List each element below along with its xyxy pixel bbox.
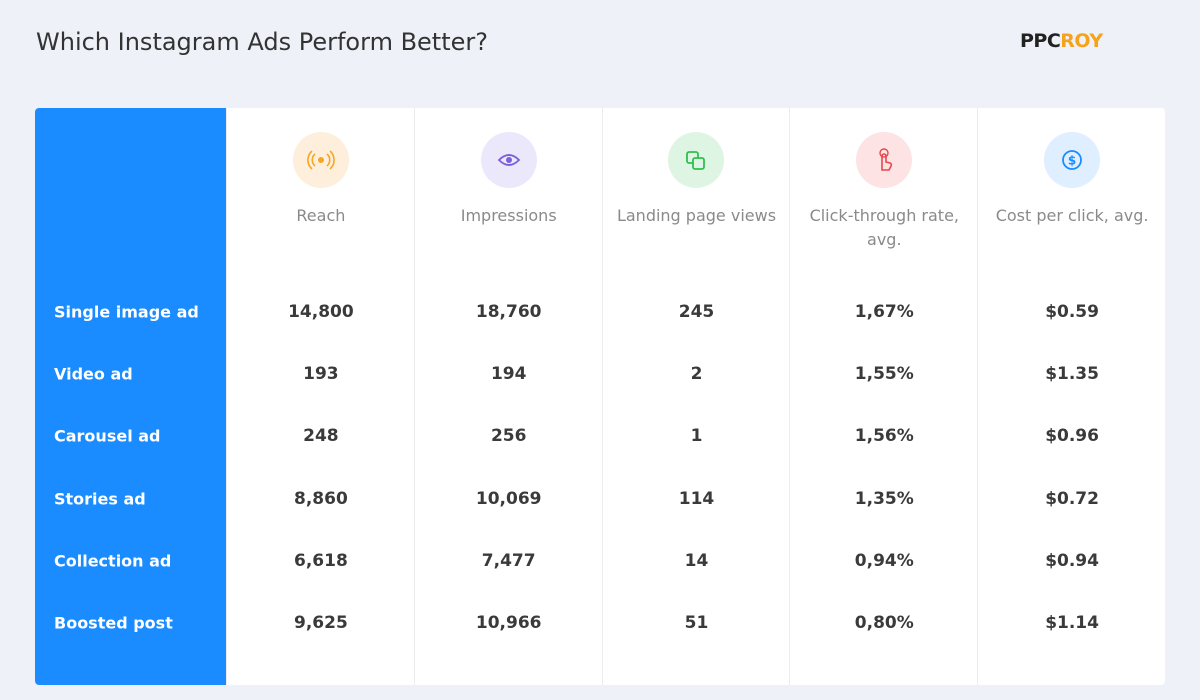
- row-label-column: Single image ad Video ad Carousel ad Storie…: [35, 108, 226, 685]
- table-column: Landing page views 245 2 1 114 14 51: [601, 108, 791, 685]
- column-icon: [292, 132, 349, 188]
- svg-text:$: $: [1068, 154, 1076, 168]
- table-cell: 1,35%: [854, 488, 914, 509]
- column-header: Impressions: [460, 206, 557, 225]
- row-label: Collection ad: [54, 551, 172, 571]
- table-cell: 0,94%: [854, 550, 914, 571]
- table-cell: 6,618: [294, 550, 348, 571]
- table-cell: 248: [303, 426, 339, 447]
- table-column: Impressions 18,760 194 256 10,069 7,477 10,966: [413, 108, 603, 685]
- column-icon: $: [1044, 132, 1101, 188]
- table-cell: 1,55%: [854, 364, 914, 385]
- row-label: Carousel ad: [54, 426, 161, 446]
- table-cell: 1,67%: [854, 302, 914, 322]
- table-cell: 10,966: [475, 613, 542, 633]
- column-icon: [480, 132, 537, 188]
- table-cell: $0.59: [1045, 302, 1099, 322]
- table-column: Reach 14,800 193 248 8,860 6,618 9,625: [226, 108, 415, 685]
- table-cell: $0.94: [1045, 550, 1099, 571]
- icon-graphic: [856, 132, 913, 188]
- logo: PPCROY: [1020, 30, 1103, 52]
- icon-graphic: $: [1044, 132, 1101, 188]
- table-cell: 14,800: [288, 302, 354, 322]
- table-cell: 51: [684, 613, 709, 633]
- table-cell: 114: [678, 488, 715, 509]
- table-cell: $1.14: [1045, 613, 1099, 633]
- table-cell: $0.96: [1045, 426, 1099, 447]
- table-cell: 245: [678, 302, 715, 322]
- row-label: Single image ad: [54, 302, 199, 322]
- table-cell: 1: [690, 426, 703, 447]
- column-header: Landing page views: [616, 206, 777, 225]
- title: Which Instagram Ads Perform Better?: [36, 28, 488, 56]
- table-cell: 10,069: [475, 488, 542, 509]
- table-cell: 8,860: [294, 488, 348, 509]
- row-label: Video ad: [54, 364, 133, 384]
- logo-text: ROY: [1060, 30, 1103, 52]
- table-cell: 7,477: [481, 550, 536, 571]
- table-cell: 18,760: [475, 302, 542, 322]
- table-cell: 256: [490, 426, 527, 447]
- column-header: Reach: [296, 206, 346, 225]
- column-header: Click-through rate, avg.: [809, 206, 959, 249]
- table-cell: 1,56%: [854, 426, 914, 447]
- table-column: Click-through rate, avg. 1,67% 1,55% 1,56% 1…: [789, 108, 978, 685]
- table-card: Single image ad Video ad Carousel ad Storie…: [35, 108, 1165, 685]
- column-icon: [856, 132, 913, 188]
- table-cell: $1.35: [1045, 364, 1099, 385]
- icon-graphic: [668, 132, 725, 188]
- logo-text: PPC: [1020, 30, 1061, 52]
- table-cell: 193: [303, 364, 339, 385]
- table-cell: 2: [690, 364, 703, 385]
- table-cell: 9,625: [294, 613, 348, 633]
- table-cell: $0.72: [1045, 488, 1099, 509]
- table-cell: 194: [490, 364, 527, 385]
- row-label: Stories ad: [54, 489, 146, 509]
- column-icon: [668, 132, 725, 188]
- icon-graphic: [292, 132, 349, 188]
- table-cell: 0,80%: [854, 613, 914, 633]
- icon-graphic: [480, 132, 537, 188]
- column-header: Cost per click, avg.: [995, 206, 1149, 225]
- table-column: $ Cost per click, avg. $0.59 $1.35 $0.96 $0.7…: [977, 108, 1165, 685]
- table-cell: 14: [684, 550, 709, 571]
- row-label: Boosted post: [54, 613, 173, 633]
